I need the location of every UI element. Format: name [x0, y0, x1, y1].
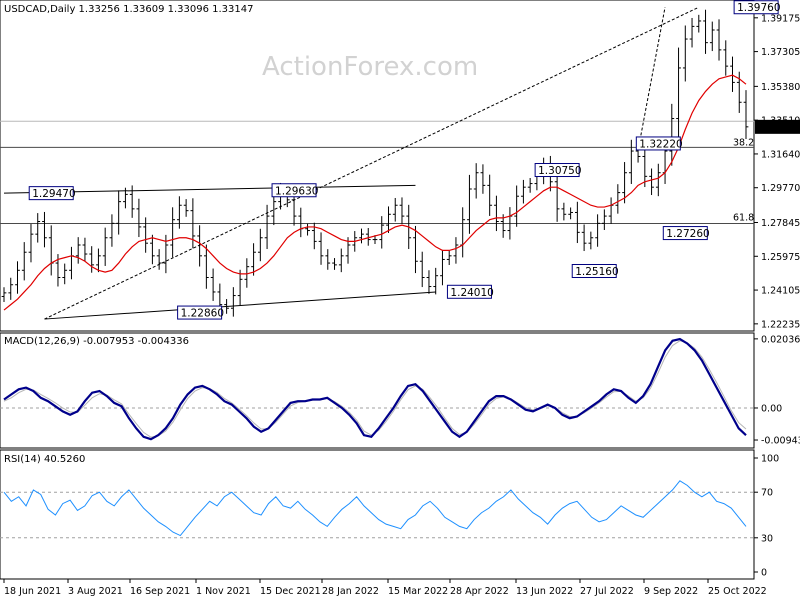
last-price-label: 1.33147: [758, 123, 797, 134]
level-label-text: 1.22860: [181, 308, 224, 320]
price-tick-label: 1.27845: [761, 218, 800, 229]
macd-line: [3, 337, 747, 441]
level-label-text: 1.30750: [538, 165, 581, 177]
price-tick-label: 1.31640: [761, 149, 800, 160]
price-tick-label: 1.39175: [761, 13, 800, 24]
level-label-text: 1.29630: [275, 185, 318, 197]
x-tick-label: 28 Jan 2022: [322, 586, 379, 597]
x-tick-label: 3 Aug 2021: [68, 586, 123, 597]
price-tick-label: 1.29770: [761, 183, 800, 194]
price-panel: [0, 0, 755, 332]
x-tick-label: 15 Dec 2021: [260, 586, 321, 597]
price-header: USDCAD,Daily 1.33256 1.33609 1.33096 1.3…: [4, 4, 254, 15]
x-tick-label: 28 Apr 2022: [450, 586, 509, 597]
rsi-tick-label: 100: [761, 454, 779, 465]
x-axis: 18 Jun 2021 3 Aug 2021 16 Sep 2021 1 Nov 20…: [3, 579, 767, 597]
dotted-trendline: [44, 6, 699, 320]
rsi-panel: [0, 449, 755, 580]
x-tick-label: 15 Mar 2022: [388, 586, 448, 597]
level-label-text: 1.39760: [737, 2, 780, 14]
level-label-box: [28, 186, 74, 201]
price-tick-label: 1.35380: [761, 82, 800, 93]
rsi-tick-label: 0: [761, 568, 767, 579]
level-label-box: [446, 284, 492, 299]
x-tick-label: 9 Sep 2022: [644, 586, 698, 597]
rsi-tick-label: 70: [761, 488, 773, 499]
rsi-header: RSI(14) 40.5260: [4, 454, 85, 465]
fib-label-38: 38.2: [733, 137, 754, 148]
price-tick-label: 1.25975: [761, 252, 800, 263]
moving-average-line: [3, 74, 747, 311]
level-label-box: [635, 136, 681, 151]
x-tick-label: 1 Nov 2021: [196, 586, 251, 597]
level-label-box: [662, 226, 708, 241]
dotted-trendline: [637, 7, 666, 151]
macd-tick-label: 0.02036: [761, 334, 800, 345]
price-tick-label: 1.22235: [761, 319, 800, 330]
x-tick-label: 18 Jun 2021: [4, 586, 61, 597]
level-label-box: [177, 305, 223, 320]
last-price-marker: [755, 119, 800, 134]
level-label-box: [271, 183, 317, 198]
fib-label-61: 61.8: [733, 212, 754, 223]
x-tick-label: 27 Jul 2022: [580, 586, 634, 597]
level-label-text: 1.27260: [666, 228, 709, 240]
watermark: ActionForex.com: [262, 52, 478, 82]
rsi-tick-label: 30: [761, 533, 773, 544]
level-label-box: [571, 264, 617, 279]
lower-channel-line: [44, 291, 436, 320]
macd-header: MACD(12,26,9) -0.007953 -0.004336: [4, 336, 189, 347]
price-tick-label: 1.24105: [761, 286, 800, 297]
macd-tick-label: 0.00: [761, 403, 782, 414]
macd-tick-label: -0.009438: [761, 436, 800, 447]
level-label-text: 1.24010: [450, 287, 493, 299]
x-tick-label: 13 Jun 2022: [516, 586, 573, 597]
level-label-box: [733, 0, 779, 15]
level-label-text: 1.32220: [639, 138, 682, 150]
macd-plot: 0.02036 0.00 -0.009438: [0, 334, 800, 447]
rsi-plot: 100 70 30 0: [0, 454, 779, 579]
price-tick-label: 1.37305: [761, 47, 800, 58]
x-tick-label: 25 Oct 2022: [708, 586, 767, 597]
rsi-line: [3, 480, 747, 537]
level-label-text: 1.29470: [32, 188, 75, 200]
level-label-box: [534, 163, 580, 178]
x-tick-label: 16 Sep 2021: [130, 586, 190, 597]
level-label-text: 1.25160: [575, 266, 618, 278]
price-plot: 1.391751.373051.353801.335101.316401.297…: [0, 0, 800, 330]
